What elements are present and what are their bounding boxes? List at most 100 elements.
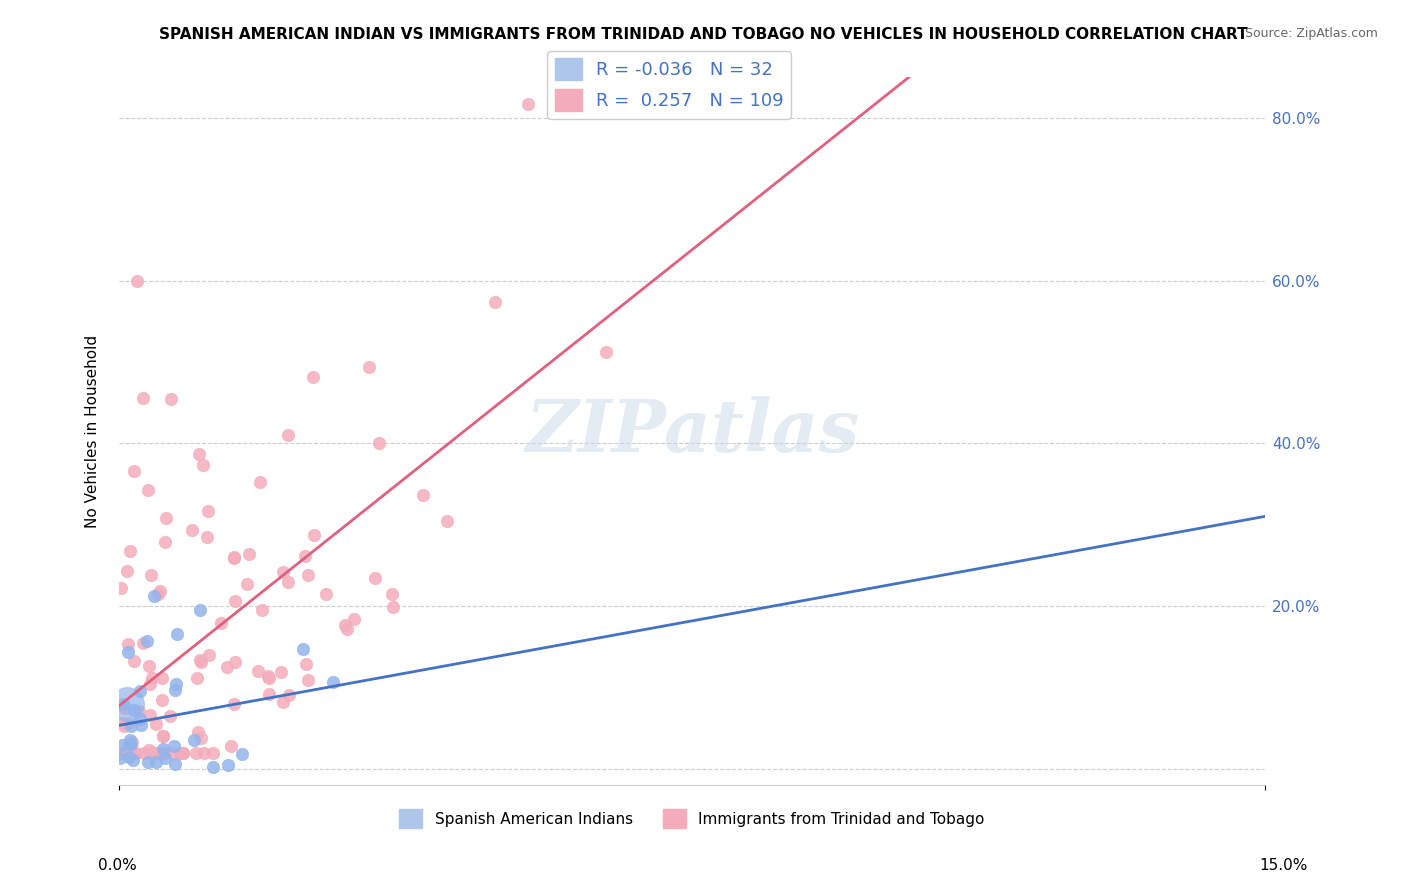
- Point: [110, 751, 132, 765]
- Point: [111, 698, 134, 712]
- Point: [367, 435, 389, 450]
- Point: [121, 746, 143, 760]
- Point: [297, 673, 319, 687]
- Point: [118, 544, 141, 558]
- Point: [111, 738, 134, 752]
- Point: [163, 682, 186, 697]
- Point: [121, 735, 143, 749]
- Point: [165, 677, 187, 691]
- Point: [112, 746, 135, 760]
- Point: [170, 746, 193, 760]
- Point: [364, 571, 387, 585]
- Point: [217, 758, 239, 772]
- Text: 0.0%: 0.0%: [98, 858, 138, 872]
- Point: [294, 657, 316, 672]
- Point: [152, 742, 174, 756]
- Point: [141, 672, 163, 686]
- Point: [517, 96, 540, 111]
- Point: [271, 695, 294, 709]
- Point: [108, 746, 131, 760]
- Point: [273, 565, 295, 579]
- Point: [160, 746, 183, 760]
- Point: [122, 702, 145, 716]
- Point: [150, 671, 173, 685]
- Point: [145, 716, 167, 731]
- Point: [333, 617, 356, 632]
- Point: [139, 677, 162, 691]
- Point: [160, 392, 183, 407]
- Point: [159, 709, 181, 723]
- Point: [129, 684, 152, 698]
- Point: [129, 718, 152, 732]
- Point: [292, 641, 315, 656]
- Point: [236, 577, 259, 591]
- Point: [183, 733, 205, 747]
- Point: [294, 549, 316, 563]
- Point: [484, 295, 506, 310]
- Point: [436, 514, 458, 528]
- Point: [257, 669, 280, 683]
- Point: [277, 427, 299, 442]
- Point: [222, 551, 245, 566]
- Point: [149, 584, 172, 599]
- Point: [136, 483, 159, 497]
- Point: [118, 749, 141, 764]
- Point: [136, 633, 159, 648]
- Point: [152, 729, 174, 743]
- Point: [125, 746, 148, 760]
- Point: [117, 746, 139, 760]
- Point: [150, 692, 173, 706]
- Point: [277, 574, 299, 589]
- Point: [122, 464, 145, 478]
- Point: [153, 746, 176, 760]
- Point: [163, 739, 186, 753]
- Point: [297, 568, 319, 582]
- Point: [249, 475, 271, 489]
- Point: [112, 719, 135, 733]
- Point: [138, 658, 160, 673]
- Point: [277, 688, 299, 702]
- Point: [231, 747, 253, 762]
- Point: [301, 370, 323, 384]
- Point: [191, 458, 214, 472]
- Point: [304, 527, 326, 541]
- Point: [190, 653, 212, 667]
- Point: [153, 751, 176, 765]
- Point: [215, 660, 238, 674]
- Text: ZIPatlas: ZIPatlas: [524, 396, 859, 467]
- Point: [152, 729, 174, 743]
- Point: [224, 594, 246, 608]
- Point: [247, 664, 270, 678]
- Point: [122, 746, 145, 760]
- Point: [122, 655, 145, 669]
- Text: 15.0%: 15.0%: [1260, 858, 1308, 872]
- Point: [111, 746, 134, 760]
- Point: [238, 547, 260, 561]
- Point: [595, 345, 617, 359]
- Point: [115, 564, 138, 578]
- Point: [412, 488, 434, 502]
- Point: [202, 746, 225, 760]
- Point: [322, 675, 344, 690]
- Point: [343, 612, 366, 626]
- Point: [153, 534, 176, 549]
- Point: [169, 746, 191, 760]
- Point: [222, 697, 245, 711]
- Point: [129, 712, 152, 726]
- Point: [381, 586, 404, 600]
- Point: [186, 671, 208, 685]
- Point: [315, 587, 337, 601]
- Point: [257, 671, 280, 685]
- Point: [219, 739, 242, 754]
- Point: [141, 746, 163, 760]
- Point: [146, 746, 169, 760]
- Point: [136, 755, 159, 769]
- Point: [121, 753, 143, 767]
- Point: [195, 530, 218, 544]
- Point: [128, 704, 150, 718]
- Point: [139, 568, 162, 582]
- Point: [190, 655, 212, 669]
- Point: [155, 510, 177, 524]
- Point: [132, 636, 155, 650]
- Point: [110, 581, 132, 595]
